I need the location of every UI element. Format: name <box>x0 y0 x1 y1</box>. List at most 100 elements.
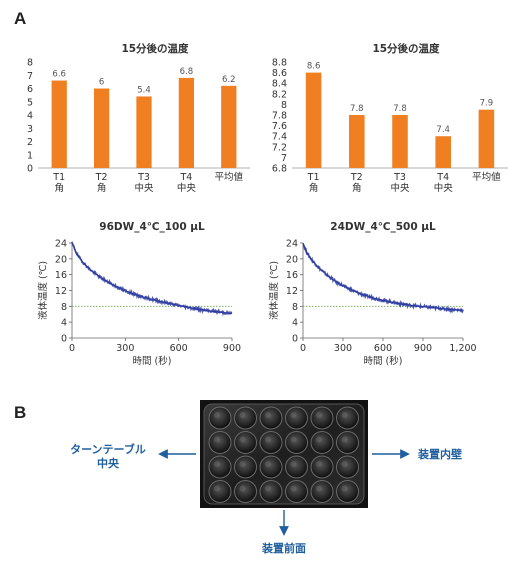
category-label: T1 <box>52 172 65 183</box>
data-label: 8.6 <box>307 62 321 72</box>
x-tick-label: 600 <box>170 343 188 354</box>
well-highlight <box>316 461 322 467</box>
turntable-label-line2: 中央 <box>97 456 120 470</box>
bar <box>136 96 152 168</box>
bar <box>478 109 495 168</box>
y-tick-label: 7.2 <box>272 142 287 153</box>
y-tick-label: 24 <box>55 239 67 250</box>
category-label: 角 <box>309 182 319 194</box>
series-line <box>71 241 233 317</box>
y-tick-label: 7.8 <box>272 111 287 122</box>
well <box>208 455 232 479</box>
well-highlight <box>290 436 297 443</box>
y-tick-label: 0 <box>61 334 67 345</box>
bar <box>178 77 195 168</box>
y-tick-label: 8.6 <box>272 68 287 79</box>
well-highlight <box>341 485 348 492</box>
well <box>336 406 359 430</box>
front-label: 装置前面 <box>261 541 306 555</box>
category-label: T1 <box>307 172 320 183</box>
data-label: 7.8 <box>393 104 407 114</box>
y-tick-label: 0 <box>27 164 33 175</box>
category-label: 中央 <box>134 182 154 194</box>
line-chart-24dw: 24DW_4℃_500 µL 0 4 8 12 16 20 24 0 300 600 900 1,200… <box>268 221 477 367</box>
data-label: 6.6 <box>52 70 66 80</box>
data-label: 7.8 <box>350 104 364 114</box>
y-tick-label: 2 <box>27 137 33 148</box>
category-label: 中央 <box>434 182 454 194</box>
bar <box>221 85 237 168</box>
bar-chart-left: 15分後の温度0123456786.6T1角6T2角5.4T3中央6.8T4中央… <box>27 42 250 194</box>
y-tick-label: 4 <box>27 111 33 122</box>
well-highlight <box>341 412 348 418</box>
bar <box>392 115 408 168</box>
y-tick-label: 7.4 <box>272 132 287 143</box>
well-highlight <box>316 436 322 443</box>
well-highlight <box>316 485 322 492</box>
y-tick-label: 1 <box>27 150 33 161</box>
well <box>259 455 283 479</box>
y-tick-label: 7 <box>281 153 287 164</box>
y-tick-label: 3 <box>27 124 33 135</box>
series-trend <box>71 242 233 315</box>
well <box>285 431 308 454</box>
well <box>285 406 308 430</box>
chart-title: 96DW_4℃_100 µL <box>99 221 205 233</box>
data-label: 6 <box>99 78 104 88</box>
category-label: 角 <box>54 182 64 194</box>
well <box>208 480 232 503</box>
category-label: T3 <box>137 172 150 183</box>
x-tick-label: 0 <box>69 343 75 354</box>
y-tick-label: 20 <box>55 254 67 265</box>
well <box>234 406 257 430</box>
category-label: T2 <box>350 172 363 183</box>
y-tick-label: 20 <box>286 254 298 265</box>
well <box>336 480 359 503</box>
well <box>310 480 334 503</box>
well <box>208 406 232 430</box>
well-highlight <box>214 461 220 467</box>
category-label: 角 <box>97 182 107 194</box>
well-highlight <box>239 412 246 418</box>
bar <box>349 115 365 168</box>
category-label: T4 <box>436 172 449 183</box>
well-highlight <box>239 485 246 492</box>
chart-title: 15分後の温度 <box>121 42 189 55</box>
series-trend <box>302 242 464 311</box>
well <box>285 455 308 479</box>
well <box>285 480 308 503</box>
y-tick-label: 6 <box>27 84 33 95</box>
x-axis-label: 時間 (秒) <box>364 355 403 367</box>
y-tick-label: 4 <box>292 318 298 329</box>
x-tick-label: 300 <box>334 343 352 354</box>
well-grid <box>208 406 359 503</box>
bottom-arrow: 装置前面 <box>261 510 306 555</box>
y-tick-label: 24 <box>286 239 298 250</box>
series-line <box>302 243 464 314</box>
category-label: T2 <box>95 172 108 183</box>
x-tick-label: 900 <box>223 343 241 354</box>
y-tick-label: 5 <box>27 97 33 108</box>
bar <box>51 80 67 168</box>
y-tick-label: 7 <box>27 71 33 82</box>
y-tick-label: 8.2 <box>272 89 287 100</box>
well-highlight <box>239 436 246 443</box>
well-highlight <box>239 461 246 467</box>
category-label: 中央 <box>177 182 197 194</box>
category-label: 平均値 <box>472 171 501 183</box>
inner-wall-label: 装置内壁 <box>417 447 462 461</box>
well-highlight <box>265 412 271 418</box>
y-tick-label: 8 <box>292 302 298 313</box>
well <box>234 431 257 454</box>
category-label: 中央 <box>390 182 410 194</box>
y-tick-label: 8 <box>281 100 287 111</box>
well <box>310 455 334 479</box>
well-highlight <box>341 461 348 467</box>
well-highlight <box>316 412 322 418</box>
well <box>259 480 283 503</box>
y-tick-label: 4 <box>61 318 67 329</box>
right-arrow: 装置内壁 <box>372 447 462 461</box>
turntable-label-line1: ターンテーブル <box>70 442 146 456</box>
